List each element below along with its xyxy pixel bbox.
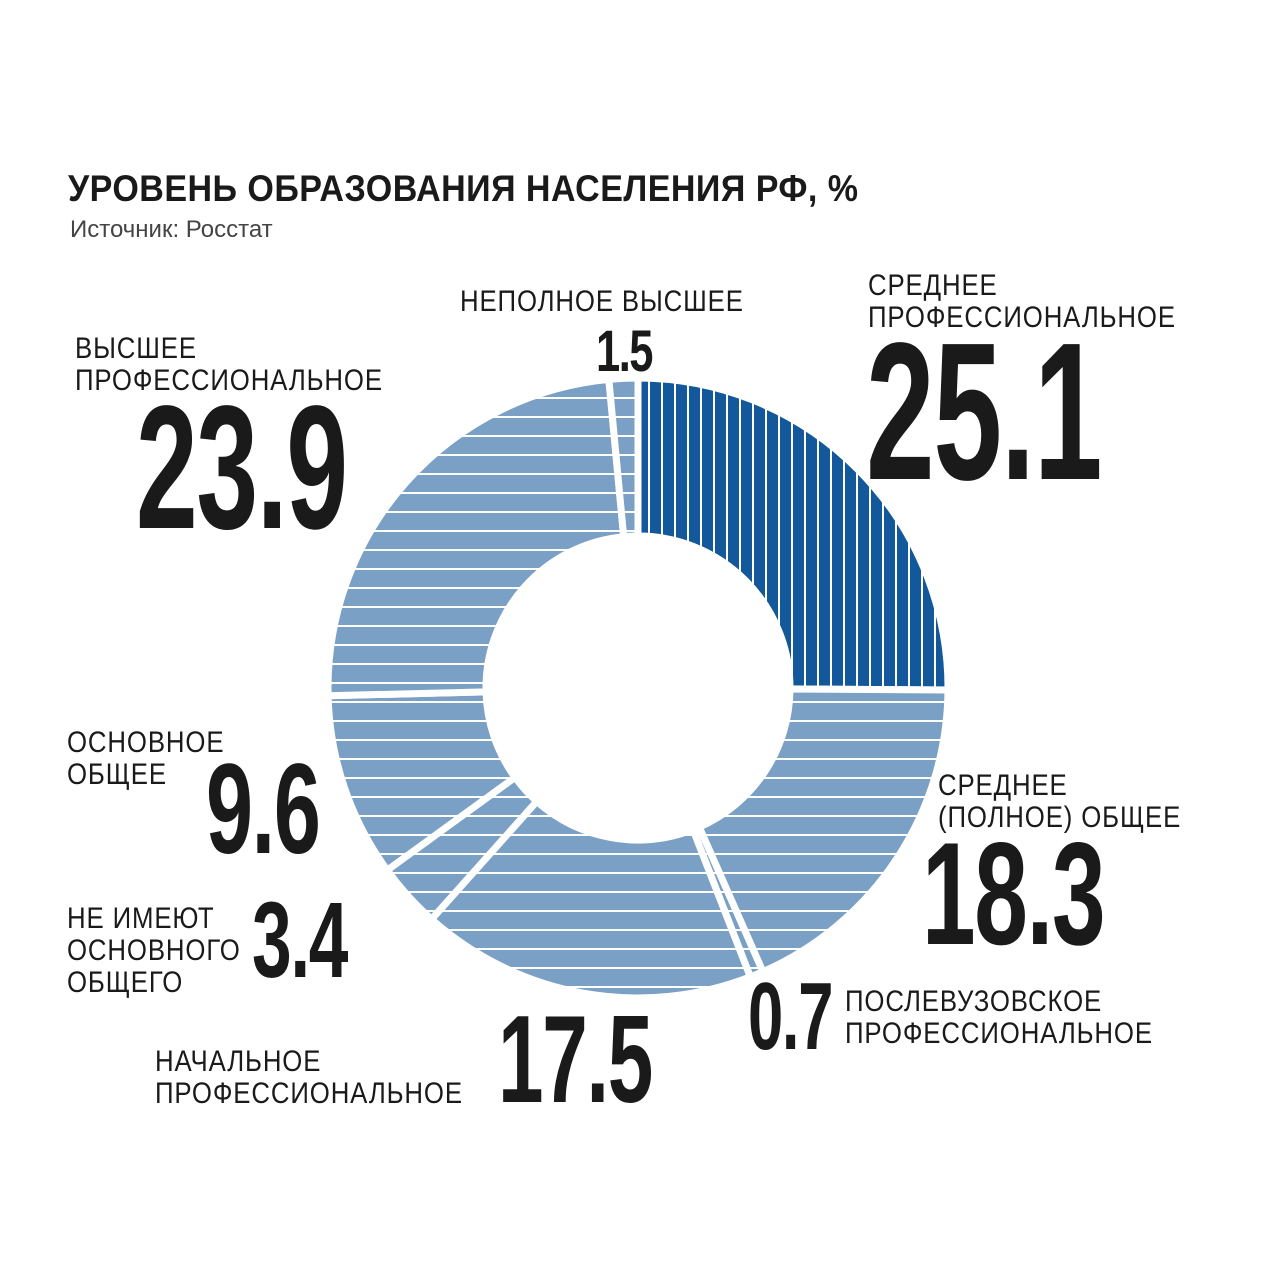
value-vysshee-professionalnoe: 23.9 bbox=[136, 370, 348, 566]
label-nachalnoe-professionalnoe: НАЧАЛЬНОЕ ПРОФЕССИОНАЛЬНОЕ bbox=[155, 1045, 463, 1110]
label-neponoe-vysshee: НЕПОЛНОЕ ВЫСШЕЕ bbox=[460, 285, 744, 318]
label-poslevuzovskoe: ПОСЛЕВУЗОВСКОЕ ПРОФЕССИОНАЛЬНОЕ bbox=[845, 985, 1153, 1050]
donut-slice bbox=[634, 374, 952, 694]
donut-slice bbox=[694, 685, 952, 977]
label-osnovnoe-obshchee: ОСНОВНОЕ ОБЩЕЕ bbox=[67, 726, 225, 791]
value-srednee-polnoe-obshchee: 18.3 bbox=[922, 812, 1106, 975]
value-ne-imeyut-osnovnogo: 3.4 bbox=[252, 879, 348, 1000]
value-nachalnoe-professionalnoe: 17.5 bbox=[498, 991, 653, 1129]
chart-source: Источник: Росстат bbox=[70, 216, 273, 243]
label-srednee-polnoe-obshchee: СРЕДНЕЕ (ПОЛНОЕ) ОБЩЕЕ bbox=[938, 769, 1182, 834]
label-vysshee-professionalnoe: ВЫСШЕЕ ПРОФЕССИОНАЛЬНОЕ bbox=[75, 332, 383, 397]
donut-slice bbox=[426, 796, 755, 1002]
donut-slice bbox=[324, 375, 628, 700]
donut-slice bbox=[605, 374, 642, 541]
label-srednee-professionalnoe: СРЕДНЕЕ ПРОФЕССИОНАЛЬНОЕ bbox=[868, 269, 1176, 334]
label-ne-imeyut-osnovnogo: НЕ ИМЕЮТ ОСНОВНОГО ОБЩЕГО bbox=[67, 902, 241, 999]
value-neponoe-vysshee: 1.5 bbox=[596, 319, 653, 384]
value-srednee-professionalnoe: 25.1 bbox=[866, 302, 1103, 521]
value-osnovnoe-obshchee: 9.6 bbox=[206, 738, 321, 881]
chart-title: УРОВЕНЬ ОБРАЗОВАНИЯ НАСЕЛЕНИЯ РФ, % bbox=[68, 168, 859, 209]
value-poslevuzovskoe: 0.7 bbox=[748, 963, 833, 1070]
